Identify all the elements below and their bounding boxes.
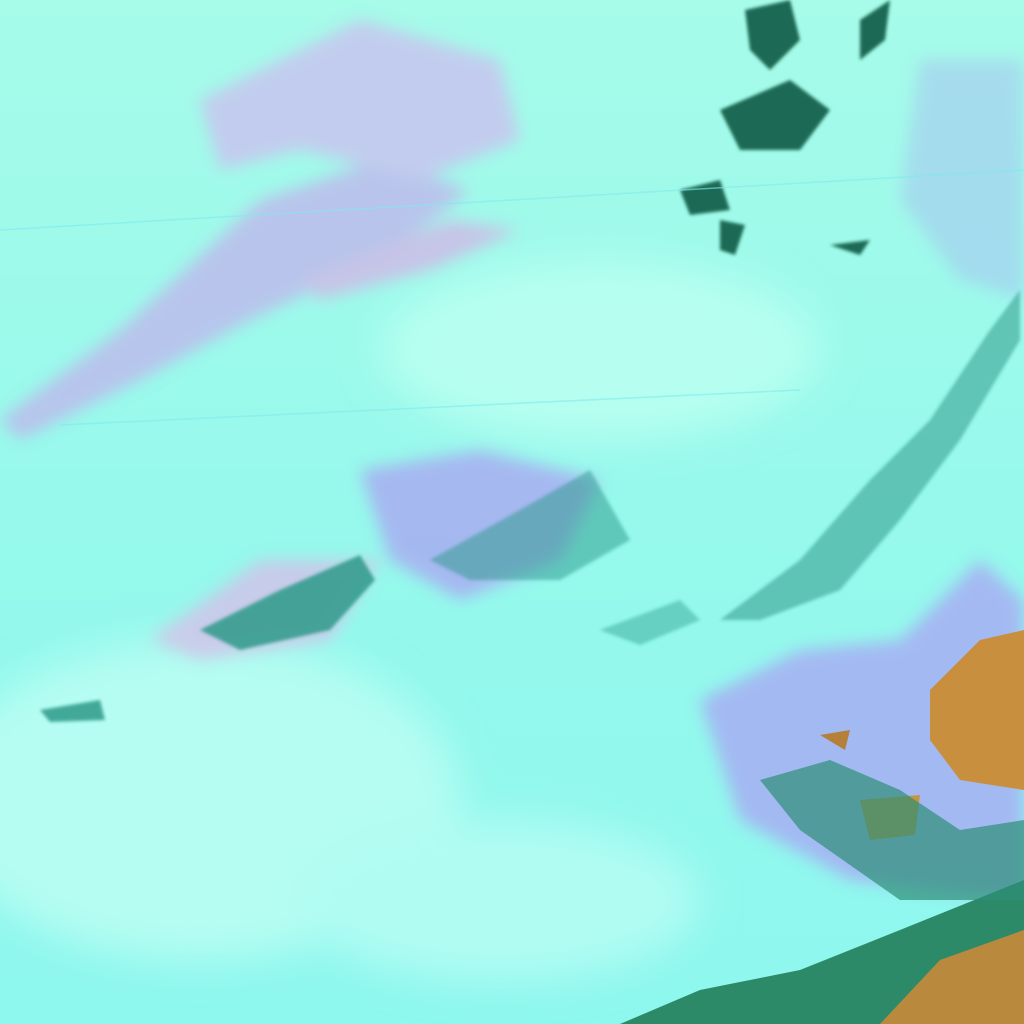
cloud-cell-clusters	[40, 290, 1020, 722]
land-areas	[620, 630, 1024, 1024]
scan-lines	[0, 169, 1024, 426]
dark-storm-clusters	[680, 0, 890, 255]
